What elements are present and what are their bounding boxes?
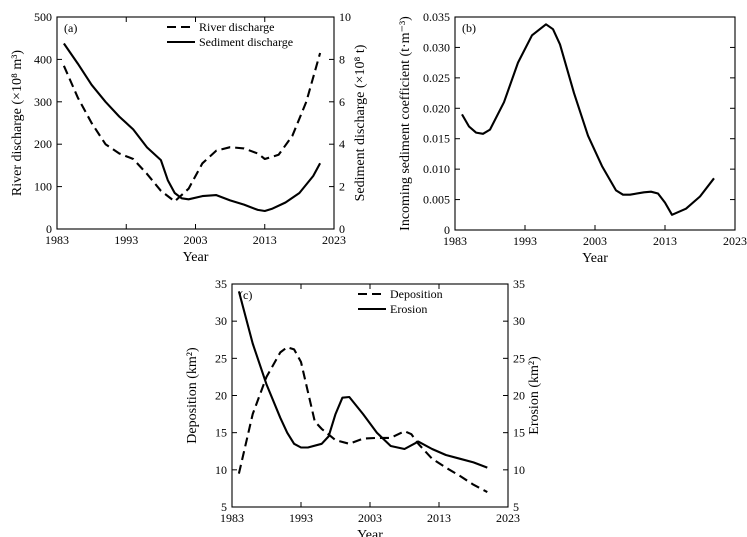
y-tick-label: 0.030 (423, 40, 450, 54)
plot-frame (231, 283, 509, 508)
x-tick-label: 2003 (358, 511, 382, 525)
series-line-deposition (237, 346, 488, 494)
series-line-incoming-sediment-coefficient (461, 23, 715, 216)
y-tick-label: 0.035 (423, 10, 450, 24)
y-tick-label: 0.010 (423, 162, 450, 176)
y-tick-label: 15 (215, 426, 227, 440)
y-tick-label: 0.020 (423, 101, 450, 115)
y-tick-label: 0.025 (423, 71, 450, 85)
x-tick-label: 1993 (114, 233, 138, 247)
y-axis-label: Deposition (km²) (185, 347, 200, 444)
y-tick-label: 100 (34, 180, 52, 194)
y-tick-label: 0 (46, 222, 52, 236)
y-tick-label: 30 (215, 314, 227, 328)
x-tick-label: 1983 (45, 233, 69, 247)
y-tick-label: 5 (221, 500, 227, 514)
y-tick-label: 300 (34, 95, 52, 109)
x-tick-label: 2023 (322, 233, 346, 247)
y-tick-label: 0 (444, 223, 450, 237)
plot-frame (454, 16, 736, 231)
y-right-tick-label: 4 (339, 137, 345, 151)
y-right-tick-label: 15 (513, 426, 525, 440)
panel-label: (b) (462, 21, 476, 35)
y-right-tick-label: 8 (339, 52, 345, 66)
legend-entry: River discharge (199, 20, 274, 34)
series-line-sediment-discharge (63, 42, 322, 213)
y-right-axis-label: Sediment discharge (×10⁸ t) (353, 44, 368, 201)
y-right-tick-label: 30 (513, 314, 525, 328)
x-tick-label: 2013 (653, 234, 677, 248)
y-right-axis-label: Erosion (km²) (527, 356, 542, 435)
y-tick-label: 200 (34, 137, 52, 151)
series-line-river-discharge (62, 52, 322, 203)
y-tick-label: 20 (215, 389, 227, 403)
x-axis-label: Year (582, 251, 608, 266)
series-line-erosion (237, 291, 488, 469)
x-tick-label: 1993 (513, 234, 537, 248)
x-tick-label: 1983 (443, 234, 467, 248)
x-axis-label: Year (357, 528, 383, 537)
x-tick-label: 1983 (220, 511, 244, 525)
x-tick-label: 2003 (583, 234, 607, 248)
legend-entry: Deposition (390, 287, 443, 301)
y-tick-label: 0.005 (423, 193, 450, 207)
y-right-tick-label: 25 (513, 351, 525, 365)
y-right-tick-label: 0 (339, 222, 345, 236)
y-right-tick-label: 10 (339, 10, 351, 24)
panel-c (231, 283, 509, 508)
x-tick-label: 1993 (289, 511, 313, 525)
panel-label: (c) (239, 288, 252, 302)
y-tick-label: 400 (34, 52, 52, 66)
x-tick-label: 2013 (427, 511, 451, 525)
y-tick-label: 10 (215, 463, 227, 477)
y-right-tick-label: 5 (513, 500, 519, 514)
y-right-tick-label: 2 (339, 180, 345, 194)
x-axis-label: Year (183, 250, 209, 265)
y-right-tick-label: 35 (513, 277, 525, 291)
x-tick-label: 2023 (723, 234, 747, 248)
panel-a (56, 16, 335, 230)
x-tick-label: 2023 (496, 511, 520, 525)
y-tick-label: 35 (215, 277, 227, 291)
y-right-tick-label: 20 (513, 389, 525, 403)
y-axis-label: River discharge (×10⁸ m³) (10, 50, 25, 197)
legend-entry: Erosion (390, 302, 427, 316)
y-right-tick-label: 6 (339, 95, 345, 109)
y-tick-label: 0.015 (423, 132, 450, 146)
y-axis-label: Incoming sediment coefficient (t·m⁻³) (398, 16, 413, 231)
y-tick-label: 25 (215, 351, 227, 365)
legend-entry: Sediment discharge (199, 35, 293, 49)
panel-label: (a) (64, 21, 77, 35)
y-right-tick-label: 10 (513, 463, 525, 477)
x-tick-label: 2013 (253, 233, 277, 247)
panel-b (454, 16, 736, 231)
y-tick-label: 500 (34, 10, 52, 24)
x-tick-label: 2003 (184, 233, 208, 247)
